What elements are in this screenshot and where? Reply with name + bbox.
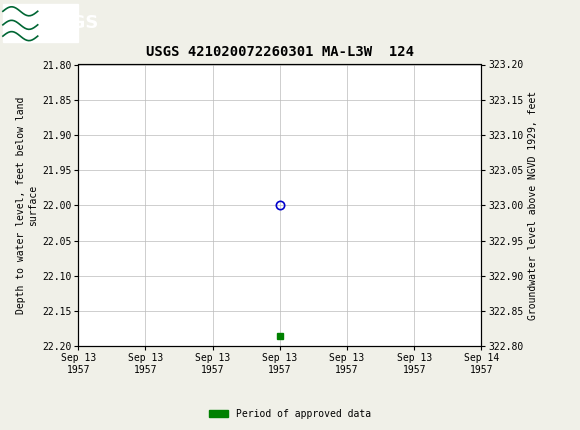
Y-axis label: Groundwater level above NGVD 1929, feet: Groundwater level above NGVD 1929, feet [528, 91, 538, 320]
Text: USGS: USGS [44, 14, 99, 31]
Title: USGS 421020072260301 MA-L3W  124: USGS 421020072260301 MA-L3W 124 [146, 45, 414, 59]
Y-axis label: Depth to water level, feet below land
surface: Depth to water level, feet below land su… [16, 97, 38, 314]
Legend: Period of approved data: Period of approved data [205, 405, 375, 423]
FancyBboxPatch shape [3, 3, 78, 42]
